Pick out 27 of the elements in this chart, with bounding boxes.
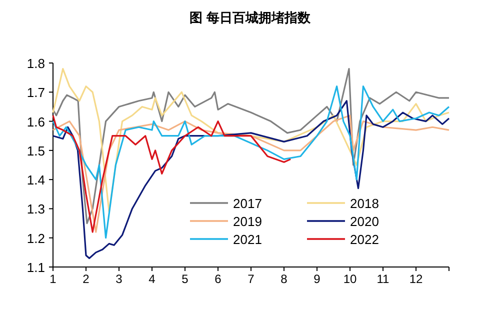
x-tick-label: 8 (280, 272, 288, 286)
y-tick-label: 1.3 (26, 202, 45, 217)
y-tick-label: 1.5 (26, 143, 45, 158)
legend-label: 2017 (233, 196, 262, 211)
x-tick-label: 2 (82, 272, 90, 286)
x-tick-label: 6 (214, 272, 222, 286)
chart-title: 图 每日百城拥堵指数 (190, 10, 312, 25)
legend-label: 2021 (233, 232, 262, 247)
y-tick-label: 1.2 (26, 230, 45, 246)
x-tick-label: 7 (248, 272, 255, 286)
y-tick-label: 1.1 (26, 260, 45, 275)
x-tick-label: 11 (376, 272, 390, 286)
y-tick-label: 1.7 (26, 85, 45, 100)
x-tick-label: 1 (50, 272, 57, 286)
x-tick-label: 10 (343, 272, 357, 286)
legend-label: 2022 (350, 232, 379, 247)
y-tick-label: 1.8 (26, 56, 45, 71)
x-tick-label: 5 (182, 272, 189, 286)
x-tick-label: 9 (314, 272, 321, 286)
x-tick-label: 4 (148, 272, 156, 286)
y-tick-label: 1.4 (26, 172, 45, 188)
legend-label: 2020 (350, 214, 379, 229)
legend-label: 2018 (350, 196, 379, 211)
x-tick-label: 12 (409, 272, 423, 286)
x-tick-label: 3 (116, 272, 123, 286)
legend-label: 2019 (233, 214, 262, 229)
y-tick-label: 1.6 (26, 114, 45, 130)
